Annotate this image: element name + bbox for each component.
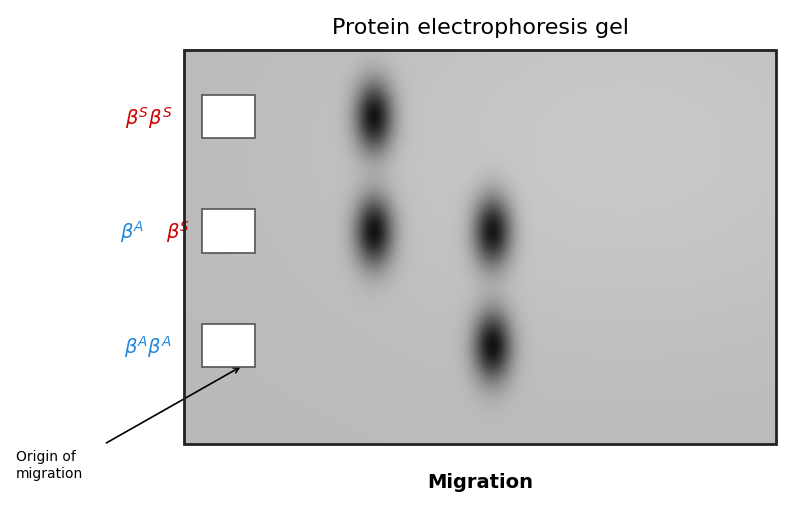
Text: Origin of
migration: Origin of migration [16,449,83,480]
Bar [202,324,255,368]
Bar [184,50,776,444]
Text: $\beta^S$: $\beta^S$ [166,219,190,244]
Text: $\beta^A\beta^A$: $\beta^A\beta^A$ [124,333,172,359]
Text: Protein electrophoresis gel: Protein electrophoresis gel [331,18,629,38]
Bar [202,96,255,139]
Text: $\beta^A$: $\beta^A$ [120,219,144,244]
Bar [202,210,255,254]
Text: Migration: Migration [427,472,533,491]
Text: $\beta^S\beta^S$: $\beta^S\beta^S$ [125,105,172,130]
